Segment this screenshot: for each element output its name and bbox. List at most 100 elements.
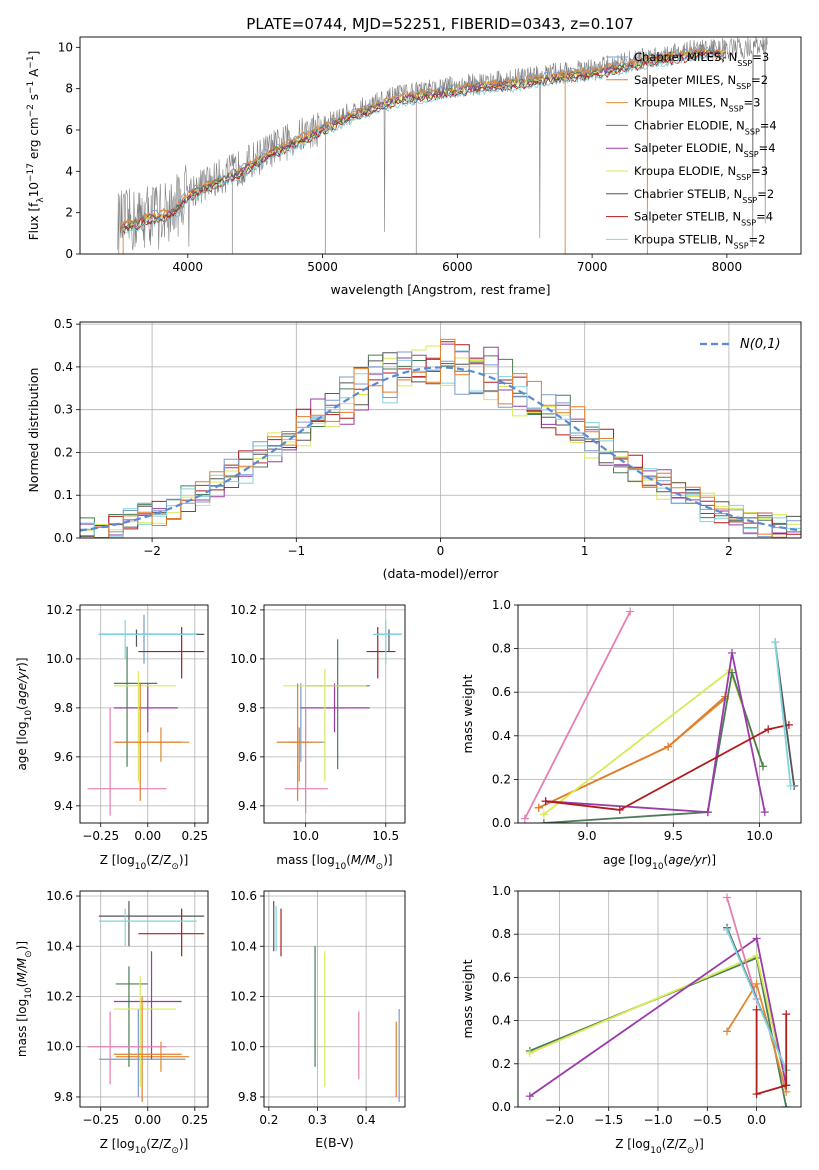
y-axis-label: Normed distribution — [26, 368, 41, 493]
mass-weight-line — [774, 642, 792, 786]
x-tick-label: 0.2 — [259, 1113, 278, 1127]
plus-marker — [760, 808, 769, 817]
x-tick-label: −1.0 — [643, 1113, 672, 1127]
x-tick-label: 0.3 — [308, 1113, 327, 1127]
plus-marker — [525, 1049, 534, 1057]
x-tick-label: 10.5 — [372, 829, 399, 843]
y-axis-label: Flux [fλ10−17 erg cm−2 s−1 A−1] — [26, 51, 46, 241]
plus-marker — [534, 803, 543, 812]
axes-frame — [79, 321, 802, 539]
model-line — [120, 54, 727, 235]
axis-label: Z [log10(Z/Z⊙)] — [100, 853, 189, 872]
axes-frame — [263, 890, 406, 1108]
axis-label: mass [log10(M/M⊙)] — [15, 941, 34, 1057]
x-tick-label: 10.0 — [746, 829, 773, 843]
mass-vs-extinction-panel: 0.2 0.3 0.4 9.8 10.0 10.2 10.4 10.6 E(B-V) — [230, 889, 406, 1150]
y-tick-label: 0.8 — [492, 642, 511, 656]
y-tick-label: 0.3 — [54, 403, 73, 417]
y-tick-label: 9.8 — [238, 1090, 257, 1104]
axes-frame — [79, 36, 802, 255]
x-tick-label: 0.25 — [181, 1113, 208, 1127]
y-tick-label: 9.8 — [54, 701, 73, 715]
plot-area — [273, 901, 400, 1102]
axis-label: mass [log10(M/M⊙)] — [276, 853, 392, 872]
plot-area — [117, 37, 768, 254]
mass-weight-line — [726, 929, 788, 1071]
plus-marker — [782, 1010, 791, 1019]
mass-weight-line — [524, 611, 632, 820]
axis-label: Z [log10(Z/Z⊙)] — [615, 1137, 704, 1156]
axes-frame — [517, 890, 802, 1108]
plus-marker — [786, 781, 795, 790]
axes-frame — [263, 604, 406, 824]
axes-frame — [79, 890, 209, 1108]
y-tick-label: 0.2 — [54, 445, 73, 459]
y-tick-label: 0.1 — [54, 488, 73, 502]
x-tick-label: 0.0 — [747, 1113, 766, 1127]
x-tick-label: 4000 — [173, 260, 204, 274]
y-tick-label: 0.8 — [492, 927, 511, 941]
plot-area — [80, 338, 801, 538]
residuals-panel: −2 −1 0 1 2 0.0 0.1 0.2 0.3 0.4 0.5 N(0,1) (data-mod… — [26, 317, 802, 581]
age-vs-mass-panel: 10.0 10.5 9.4 9.6 9.8 10.0 10.2 mass [log10(M/M… — [230, 603, 406, 872]
plot-area — [87, 901, 205, 1102]
plus-marker — [764, 725, 773, 734]
y-axis-label: mass weight — [460, 674, 475, 753]
y-tick-label: 1.0 — [492, 598, 511, 612]
y-tick-label: 0.4 — [492, 729, 511, 743]
mass-weight-line — [545, 724, 790, 811]
axes-frame — [79, 604, 209, 824]
y-tick-label: 0.6 — [492, 685, 511, 699]
x-tick-label: 10.0 — [292, 829, 319, 843]
plus-marker — [752, 934, 761, 943]
plus-marker — [615, 805, 624, 814]
x-tick-label: −1 — [287, 544, 305, 558]
y-tick-label: 10.2 — [46, 603, 73, 617]
legend-label: Salpeter STELIB, NSSP=4 — [634, 210, 773, 228]
legend-label: Chabrier ELODIE, NSSP=4 — [634, 118, 777, 136]
y-tick-label: 10.4 — [46, 939, 73, 953]
y-tick-label: 9.4 — [54, 799, 73, 813]
mass-weight-line — [538, 698, 726, 809]
plus-marker — [771, 638, 780, 647]
plus-marker — [782, 1081, 791, 1090]
y-tick-label: 0.4 — [54, 360, 73, 374]
x-tick-label: −2 — [143, 544, 161, 558]
y-tick-label: 8 — [65, 82, 73, 96]
axis-label: age [log10(age/yr)] — [603, 853, 716, 872]
y-tick-label: 0.6 — [492, 970, 511, 984]
plus-marker — [520, 814, 529, 823]
y-tick-label: 10.6 — [230, 889, 257, 903]
mass-weight-vs-metallicity-panel: −2.0 −1.5 −1.0 −0.5 0.0 0.0 0.2 0.4 0.6 0.8 1.0 Z [… — [460, 884, 802, 1156]
gaussian-curve — [80, 366, 801, 532]
plus-marker — [752, 1005, 761, 1014]
axes-frame — [517, 604, 802, 824]
legend-label: Salpeter ELODIE, NSSP=4 — [634, 141, 776, 159]
plus-marker — [541, 797, 550, 806]
plus-marker — [723, 1027, 732, 1036]
legend-label: Salpeter MILES, NSSP=2 — [634, 73, 768, 91]
plus-marker — [539, 810, 548, 819]
y-tick-label: 10.0 — [230, 652, 257, 666]
x-tick-label: 5000 — [307, 260, 338, 274]
x-tick-label: −1.5 — [594, 1113, 623, 1127]
x-tick-label: 2 — [725, 544, 733, 558]
mass-weight-line — [543, 672, 764, 823]
x-tick-label: 7000 — [577, 260, 608, 274]
y-tick-label: 0.0 — [492, 1100, 511, 1114]
plus-marker — [539, 819, 548, 823]
plot-area — [520, 607, 799, 823]
y-tick-label: 10.0 — [46, 1040, 73, 1054]
x-tick-label: 6000 — [442, 260, 473, 274]
axis-label: Z [log10(Z/Z⊙)] — [100, 1137, 189, 1156]
mass-weight-line — [755, 1009, 788, 1096]
y-tick-label: 10.4 — [230, 939, 257, 953]
legend-label: Kroupa MILES, NSSP=3 — [634, 96, 760, 114]
x-tick-label: 9.0 — [577, 829, 596, 843]
y-tick-label: 1.0 — [492, 884, 511, 898]
plot-area — [87, 614, 205, 816]
y-tick-label: 0.2 — [492, 772, 511, 786]
spectrum-panel: 4000 5000 6000 7000 8000 0 2 4 6 8 10 Chabrier MILE… — [26, 36, 802, 297]
x-tick-label: 0.00 — [134, 1113, 161, 1127]
